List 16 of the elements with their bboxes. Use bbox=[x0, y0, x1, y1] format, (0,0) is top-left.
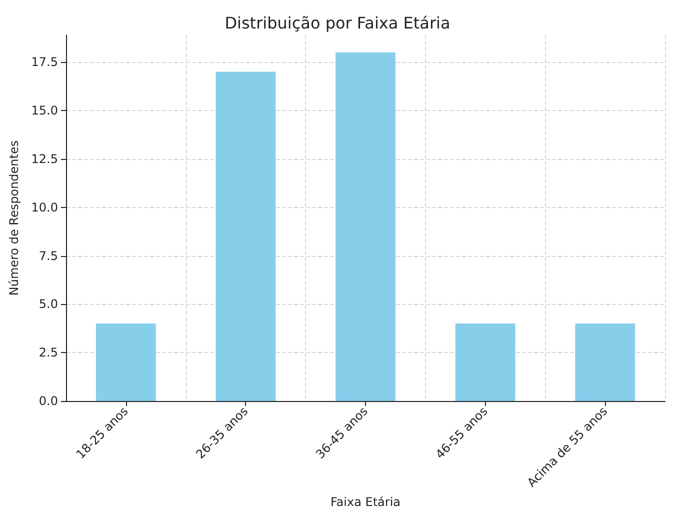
y-tick-label: 17.5 bbox=[31, 55, 58, 70]
y-tick-label: 2.5 bbox=[38, 346, 58, 360]
bar bbox=[455, 324, 516, 401]
bar bbox=[336, 52, 396, 401]
y-tick-label: 10.0 bbox=[31, 200, 58, 214]
bar bbox=[575, 324, 636, 401]
y-tick-label: 5.0 bbox=[38, 297, 58, 312]
bar bbox=[216, 72, 276, 401]
x-axis-title: Faixa Etária bbox=[330, 495, 401, 510]
y-tick-label: 15.0 bbox=[31, 104, 58, 118]
bar bbox=[96, 324, 156, 401]
y-tick-label: 12.5 bbox=[31, 152, 58, 166]
chart-title: Distribuição por Faixa Etária bbox=[224, 14, 450, 32]
y-tick-label: 0.0 bbox=[38, 394, 58, 408]
y-axis-title: Número de Respondentes bbox=[7, 140, 21, 296]
y-tick-label: 7.5 bbox=[38, 248, 58, 263]
